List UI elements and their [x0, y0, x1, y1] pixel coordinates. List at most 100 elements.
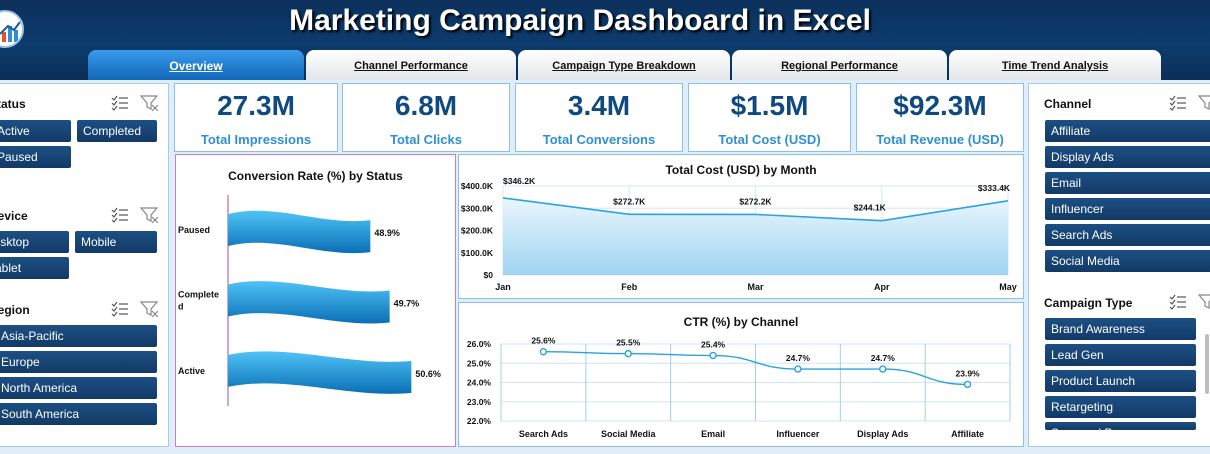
data-label: $333.4K — [978, 183, 1011, 193]
tab-regional-performance[interactable]: Regional Performance — [732, 50, 947, 80]
status-slicer-title: Status — [0, 97, 26, 111]
ctr-line — [543, 351, 968, 386]
kpi-value: 3.4M — [567, 90, 631, 121]
kpi-label: Total Revenue (USD) — [876, 132, 1004, 147]
chart-title: CTR (%) by Channel — [683, 315, 799, 329]
kpi-value: 6.8M — [394, 90, 458, 121]
data-label: 24.7% — [871, 353, 896, 363]
clear-filter-icon[interactable] — [139, 207, 159, 224]
data-label: 50.6% — [415, 369, 441, 379]
slicer-item-search-ads[interactable]: Search Ads — [1045, 224, 1210, 246]
total-cost-chart: Total Cost (USD) by Month $0 $100.0K $200.… — [458, 154, 1024, 299]
slicer-item-europe[interactable]: Europe — [0, 351, 157, 373]
device-slicer-title: Device — [0, 209, 28, 223]
chart-title: Conversion Rate (%) by Status — [228, 169, 403, 183]
kpi-card-clicks: 6.8M Total Clicks — [342, 83, 510, 152]
kpi-label: Total Clicks — [389, 132, 462, 147]
tab-channel-performance[interactable]: Channel Performance — [306, 50, 516, 80]
kpi-card-impressions: 27.3M Total Impressions — [174, 83, 338, 152]
kpi-card-conversions: 3.4M Total Conversions — [515, 83, 683, 152]
category-label: Paused — [178, 225, 210, 235]
clear-filter-icon[interactable] — [139, 95, 159, 112]
slicer-item-brand-awareness[interactable]: Brand Awareness — [1045, 318, 1196, 340]
slicer-item-mobile[interactable]: Mobile — [75, 231, 157, 253]
multi-select-icon[interactable] — [1169, 95, 1186, 111]
x-tick-label: Mar — [747, 282, 764, 292]
slicer-item-social-media[interactable]: Social Media — [1045, 250, 1210, 272]
region-slicer-title: Region — [0, 303, 30, 317]
kpi-label: Total Cost (USD) — [718, 132, 821, 147]
clear-filter-icon[interactable] — [1197, 294, 1210, 309]
kpi-label: Total Conversions — [542, 132, 656, 147]
data-label: 25.4% — [701, 340, 726, 350]
y-tick-label: 22.0% — [467, 416, 492, 426]
y-tick-label: 25.0% — [467, 358, 492, 368]
kpi-value: 27.3M — [217, 90, 295, 121]
clear-filter-icon[interactable] — [139, 301, 159, 318]
channel-slicer-title: Channel — [1044, 97, 1092, 111]
right-slicer-panel: Channel Affiliate Display Ads Email Infl… — [1028, 83, 1210, 447]
slicer-item-retargeting[interactable]: Retargeting — [1045, 396, 1196, 418]
slicer-item-display-ads[interactable]: Display Ads — [1045, 146, 1210, 168]
slicer-item-affiliate[interactable]: Affiliate — [1045, 120, 1210, 142]
y-tick-label: $400.0K — [461, 181, 494, 191]
slicer-item-completed[interactable]: Completed — [77, 120, 157, 142]
ctr-point — [963, 380, 972, 389]
kpi-value: $92.3M — [893, 90, 987, 121]
slicer-item-lead-gen[interactable]: Lead Gen — [1045, 344, 1196, 366]
ctr-point — [794, 365, 802, 373]
y-tick-label: 26.0% — [467, 339, 492, 349]
tab-time-trend-analysis[interactable]: Time Trend Analysis — [949, 50, 1161, 80]
multi-select-icon[interactable] — [111, 207, 128, 223]
slicer-item-paused[interactable]: Paused — [0, 146, 71, 168]
slicer-item-product-launch[interactable]: Product Launch — [1045, 370, 1196, 392]
slicer-item-seasonal-promo[interactable]: Seasonal Promo — [1045, 422, 1196, 430]
y-tick-label: $200.0K — [461, 226, 494, 236]
ctr-point — [879, 365, 887, 373]
slicer-item-influencer[interactable]: Influencer — [1045, 198, 1210, 220]
ctr-point — [539, 348, 548, 356]
kpi-value: $1.5M — [730, 90, 809, 121]
data-label: $244.1K — [854, 203, 887, 213]
data-label: 25.5% — [616, 338, 641, 348]
data-label: 23.9% — [956, 368, 981, 378]
tab-campaign-type-breakdown[interactable]: Campaign Type Breakdown — [518, 50, 730, 80]
slicer-item-active[interactable]: Active — [0, 120, 71, 142]
slicer-item-desktop[interactable]: Desktop — [0, 231, 69, 253]
slicer-item-email[interactable]: Email — [1045, 172, 1210, 194]
x-tick-label: May — [999, 282, 1017, 292]
category-label: d — [178, 302, 184, 312]
category-label: Complete — [178, 290, 219, 300]
x-tick-label: Affiliate — [951, 429, 984, 439]
kpi-label: Total Impressions — [200, 132, 312, 147]
multi-select-icon[interactable] — [1169, 294, 1186, 310]
clear-filter-icon[interactable] — [1197, 95, 1210, 110]
ctr-plot: 22.0% 23.0% 24.0% 25.0% 26.0% 25.6% 25.5% 25.4%… — [467, 336, 1011, 439]
bar-active — [228, 351, 412, 394]
slicer-item-tablet[interactable]: Tablet — [0, 257, 69, 279]
ctr-point — [624, 349, 632, 358]
multi-select-icon[interactable] — [111, 95, 128, 111]
category-label: Active — [178, 366, 205, 376]
x-tick-label: Display Ads — [857, 429, 908, 439]
slicer-item-north-america[interactable]: North America — [0, 377, 157, 399]
bar-completed — [228, 281, 390, 324]
slicer-item-south-america[interactable]: South America — [0, 403, 157, 425]
conversion-rate-chart: Conversion Rate (%) by Status Paused 48.9… — [175, 154, 456, 447]
slicer-scrollbar[interactable] — [1205, 334, 1209, 394]
x-tick-label: Jan — [495, 282, 511, 292]
data-label: $346.2K — [503, 176, 536, 186]
cost-line — [502, 197, 1009, 222]
x-tick-label: Social Media — [601, 429, 657, 439]
x-tick-label: Email — [701, 429, 725, 439]
slicer-item-asia-pacific[interactable]: Asia-Pacific — [0, 325, 157, 347]
y-tick-label: $300.0K — [461, 203, 494, 213]
multi-select-icon[interactable] — [111, 301, 128, 317]
data-label: 49.7% — [394, 299, 420, 309]
x-tick-label: Search Ads — [519, 429, 568, 439]
y-tick-label: 24.0% — [467, 378, 492, 388]
ctr-point — [709, 351, 717, 360]
tab-overview[interactable]: Overview — [88, 50, 304, 80]
bar-paused — [228, 210, 371, 254]
data-label: $272.7K — [613, 196, 646, 206]
